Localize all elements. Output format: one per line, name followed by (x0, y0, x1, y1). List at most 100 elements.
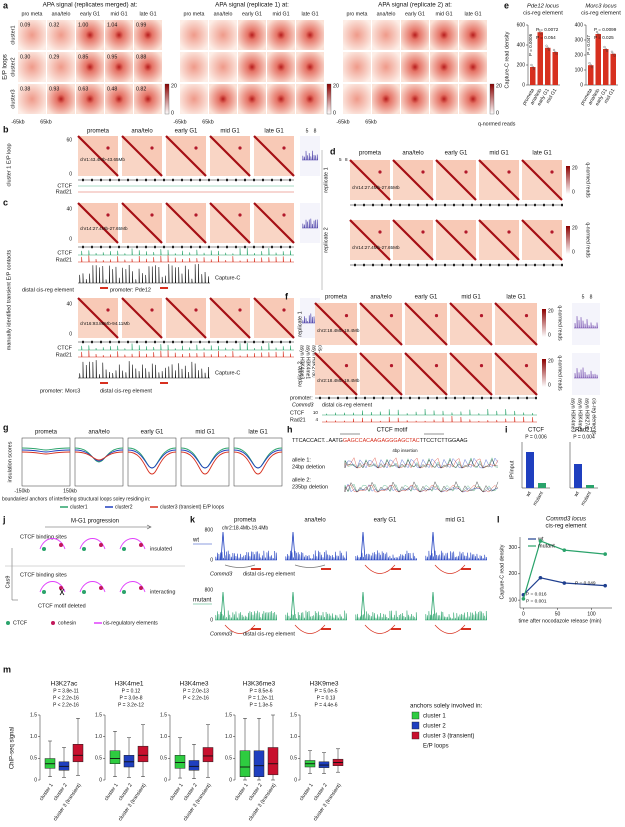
colorbar (566, 226, 570, 254)
exon (190, 245, 192, 249)
side-track (300, 136, 320, 176)
peak (290, 531, 296, 561)
axis-label: -65kb (11, 119, 24, 125)
label: 8 (590, 294, 593, 300)
data-point (603, 552, 607, 556)
apa-map (76, 52, 104, 82)
colorbar (326, 83, 332, 115)
exon (436, 396, 438, 400)
label: mutant (580, 490, 593, 507)
axis-label: 65kb (202, 119, 214, 125)
label: 40 (66, 206, 72, 212)
label: q-normed reads (585, 162, 591, 198)
hic-diagonal (359, 302, 403, 346)
apa-score: 1.00 (78, 22, 88, 28)
sequence-part: TTCCTCTTGGAAG (420, 438, 468, 444)
label: Morc3 locus (585, 4, 616, 10)
exon (517, 396, 519, 400)
curve (180, 451, 230, 475)
panel-letter: m (3, 664, 11, 674)
exon (199, 178, 201, 182)
hic-dot (421, 170, 425, 174)
plot-frame (74, 437, 124, 487)
label: asyn H3K27ac (584, 398, 590, 431)
label: 0 (580, 82, 583, 88)
exon (337, 396, 339, 400)
exon (454, 396, 456, 400)
replicate-dot (540, 33, 543, 36)
apa-map (430, 84, 458, 114)
hic-diagonal (349, 159, 391, 201)
exon (561, 263, 563, 267)
replicate-dot (539, 31, 542, 34)
data-point (538, 539, 543, 543)
exon (154, 178, 156, 182)
stage-label: mid G1 (445, 518, 465, 524)
label: CTCF (57, 250, 72, 256)
legend-swatch (6, 621, 10, 625)
chromatin-loop (39, 581, 66, 593)
row-label: replicate 2 (323, 227, 329, 252)
exon (109, 340, 111, 344)
stage-label: ana/telo (131, 129, 153, 135)
label: CTCF motif deleted (38, 603, 86, 609)
label: 5 (582, 294, 585, 300)
label: 200 (575, 52, 584, 58)
label: Capture-C (215, 275, 240, 281)
label: 600 (517, 22, 526, 28)
plot-title: H3K4me1 (115, 681, 144, 688)
apa-map (401, 52, 429, 82)
bar (586, 485, 594, 488)
panel-letter: g (3, 422, 9, 432)
apa-map (430, 52, 458, 82)
apa-map (343, 20, 371, 50)
exon (235, 340, 237, 344)
label: Rad21 (56, 257, 72, 263)
exon (289, 178, 291, 182)
apa-map (372, 52, 400, 82)
exon (244, 178, 246, 182)
label: Commd3 (210, 631, 233, 637)
label: 40 (66, 301, 72, 307)
hic-dot (524, 364, 529, 368)
label: 1.5 (290, 712, 297, 718)
hic-diagonal (404, 302, 448, 346)
label: 0 (171, 110, 174, 116)
axis-title: Capture-C read density (499, 544, 505, 599)
apa-map (343, 52, 371, 82)
arrow (11, 548, 18, 601)
box (109, 750, 121, 764)
exon (82, 340, 84, 344)
exon (172, 340, 174, 344)
signal-track (78, 255, 294, 263)
hic-diagonal (253, 202, 295, 244)
bar (530, 67, 536, 85)
label: cis-reg element (523, 11, 563, 17)
label: cluster2 (115, 504, 133, 510)
replicate-dot (604, 47, 607, 51)
exon (136, 178, 138, 182)
label: 0 (99, 777, 102, 783)
label: P = 0.006 (525, 434, 547, 440)
y-tick-label: 100 (509, 597, 518, 603)
label: 0 (69, 236, 72, 242)
replicate-dot (554, 50, 557, 54)
exon (136, 340, 138, 344)
hic-diagonal (521, 219, 563, 261)
exon (172, 178, 174, 182)
hic-diagonal (359, 352, 403, 396)
label: P = 0.0099 (594, 27, 617, 32)
exon (435, 263, 437, 267)
signal-track (285, 550, 347, 561)
bar (526, 452, 534, 488)
label: 1.0 (30, 734, 37, 740)
signal-track (425, 550, 487, 561)
exon (408, 203, 410, 207)
label: q-normed reads (557, 355, 563, 391)
stage-label: pro meta (184, 11, 205, 17)
replicate-dot (612, 52, 615, 55)
cohesin (59, 586, 63, 590)
bar (588, 65, 594, 85)
arrow (146, 524, 152, 530)
